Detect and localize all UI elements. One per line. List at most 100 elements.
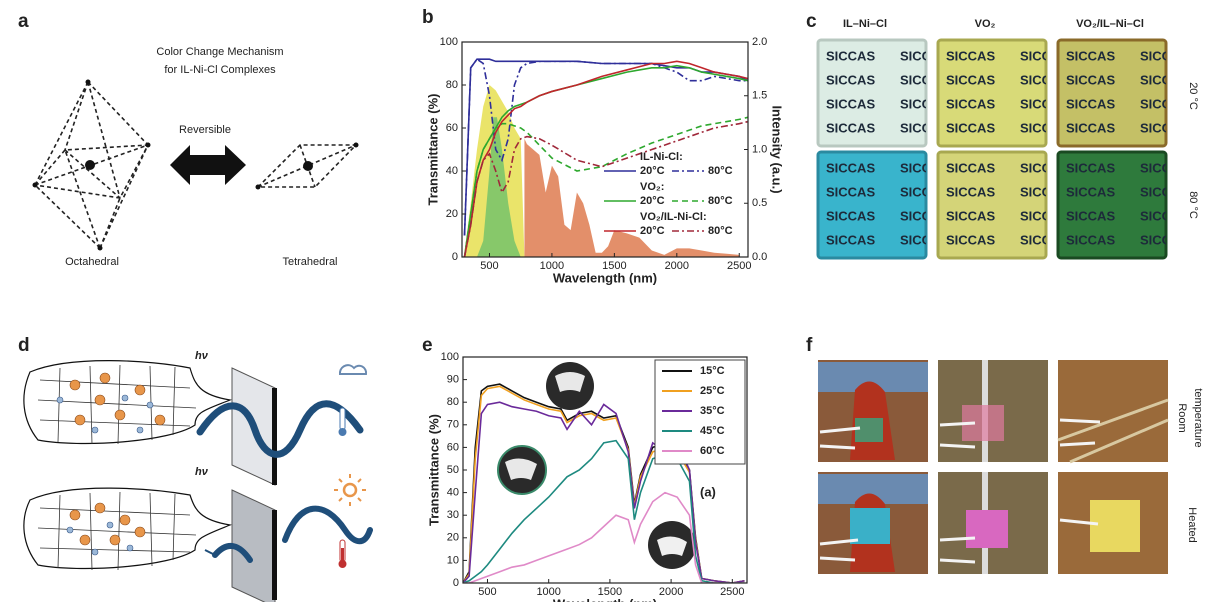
tile-label: SICCAS	[1140, 232, 1189, 247]
tile-text: SICCAS SICCAS SICCAS SICCAS SICCAS SICCAS SICC…	[1066, 160, 1189, 247]
x-axis-title: Wavelength (nm)	[553, 596, 657, 602]
y-axis-title: Transmittance (%)	[425, 94, 440, 206]
annotation: (a)	[700, 484, 716, 499]
x-tick-label: 500	[478, 586, 496, 598]
y-tick-label: 40	[446, 165, 458, 177]
legend-label: 45°C	[700, 425, 725, 437]
tile-label: SICCAS	[900, 184, 949, 199]
column-header: VO₂	[975, 18, 996, 30]
tile-label: SICCAS	[1066, 96, 1115, 111]
photon-label: hν	[195, 466, 209, 478]
tile-text: SICCAS SICCAS SICCAS SICCAS SICCAS SICCAS SICC…	[826, 160, 949, 247]
row-label: Room	[1176, 403, 1188, 432]
legend-label: 20°C	[640, 165, 665, 177]
tile-text: SICCAS SICCAS SICCAS SICCAS SICCAS SICCAS SICC…	[1066, 48, 1189, 135]
tile-label: SICCAS	[900, 48, 949, 63]
y2-tick-label: 0.0	[752, 251, 767, 263]
tile-label: SICCAS	[1020, 96, 1069, 111]
legend-label: 80°C	[708, 225, 733, 237]
y2-tick-label: 2.0	[752, 36, 767, 48]
y-tick-label: 30	[447, 509, 459, 521]
legend-group: IL-Ni-Cl:	[640, 151, 683, 163]
tile-label: SICCAS	[1066, 208, 1115, 223]
column-header: IL–Ni–Cl	[843, 18, 887, 30]
tile-label: SICCAS	[900, 160, 949, 175]
tile-label: SICCAS	[946, 96, 995, 111]
tile-label: SICCAS	[826, 48, 875, 63]
panel-label: e	[422, 335, 433, 356]
tile-label: SICCAS	[900, 208, 949, 223]
series-line	[463, 60, 748, 257]
shape-label: Tetrahedral	[282, 256, 337, 268]
y-tick-label: 20	[446, 208, 458, 220]
y-tick-label: 80	[447, 396, 459, 408]
series-line	[463, 116, 748, 257]
tile-label: SICCAS	[826, 184, 875, 199]
x-tick-label: 1500	[598, 586, 622, 598]
sample-tile	[1056, 38, 1168, 148]
series-line	[463, 401, 745, 583]
x-axis-title: Wavelength (nm)	[553, 270, 657, 285]
tile-label: SICCAS	[1066, 72, 1115, 87]
legend-label: 35°C	[700, 405, 725, 417]
panel-label: f	[806, 335, 813, 356]
tile-label: SICCAS	[1140, 120, 1189, 135]
tile-label: SICCAS	[1020, 184, 1069, 199]
tile-label: SICCAS	[826, 96, 875, 111]
tile-label: SICCAS	[1140, 48, 1189, 63]
tetrahedron	[255, 142, 359, 190]
tile-label: SICCAS	[1066, 232, 1115, 247]
tile-text: SICCAS SICCAS SICCAS SICCAS SICCAS SICCAS SICC…	[826, 48, 949, 135]
sample-tile	[816, 150, 928, 260]
tile-label: SICCAS	[1020, 72, 1069, 87]
tile-label: SICCAS	[900, 96, 949, 111]
y2-tick-label: 1.0	[752, 143, 767, 155]
spectrum-area	[524, 138, 740, 257]
tile-label: SICCAS	[1140, 96, 1189, 111]
y-tick-label: 0	[453, 577, 459, 589]
tile-label: SICCAS	[1140, 160, 1189, 175]
tile-label: SICCAS	[900, 72, 949, 87]
y-tick-label: 60	[446, 122, 458, 134]
tile-label: SICCAS	[826, 208, 875, 223]
y-axis-title: Transmittance (%)	[426, 414, 441, 526]
y-tick-label: 100	[440, 36, 458, 48]
series-line	[463, 439, 745, 583]
panel-d: hν hν	[23, 350, 373, 602]
tile-label: SICCAS	[1020, 48, 1069, 63]
y-tick-label: 10	[447, 554, 459, 566]
legend-label: 60°C	[700, 445, 725, 457]
y-tick-label: 0	[452, 251, 458, 263]
x-tick-label: 2000	[665, 260, 689, 272]
x-tick-label: 500	[480, 260, 498, 272]
tile-label: SICCAS	[1140, 184, 1189, 199]
tile-label: SICCAS	[1020, 160, 1069, 175]
tile-label: SICCAS	[946, 120, 995, 135]
tile-label: SICCAS	[826, 160, 875, 175]
y2-tick-label: 0.5	[752, 197, 767, 209]
row-label: 80 °C	[1187, 191, 1199, 219]
tile-label: SICCAS	[1140, 208, 1189, 223]
legend-label: 80°C	[708, 195, 733, 207]
y-tick-label: 60	[447, 441, 459, 453]
tile-label: SICCAS	[826, 72, 875, 87]
series-line	[463, 120, 748, 257]
x-tick-label: 2000	[659, 586, 683, 598]
y-tick-label: 80	[446, 79, 458, 91]
x-tick-label: 1500	[602, 260, 626, 272]
tile-label: SICCAS	[1020, 232, 1069, 247]
y2-tick-label: 1.5	[752, 90, 767, 102]
tile-label: SICCAS	[1140, 72, 1189, 87]
tile-label: SICCAS	[946, 160, 995, 175]
panel-f: Room temperature Heated	[818, 360, 1204, 574]
spectrum-area	[476, 117, 521, 257]
tile-label: SICCAS	[1020, 208, 1069, 223]
panel-c: IL–Ni–Cl VO₂ VO₂/IL–Ni–Cl 20 °C 80 °C SI…	[816, 18, 1199, 260]
panel-title: for IL-Ni-Cl Complexes	[164, 64, 276, 76]
tile-text: SICCAS SICCAS SICCAS SICCAS SICCAS SICCAS SICC…	[946, 160, 1069, 247]
series-line	[463, 491, 745, 583]
tile-label: SICCAS	[826, 120, 875, 135]
legend-group: VO₂/IL-Ni-Cl:	[640, 211, 707, 223]
tile-label: SICCAS	[946, 48, 995, 63]
